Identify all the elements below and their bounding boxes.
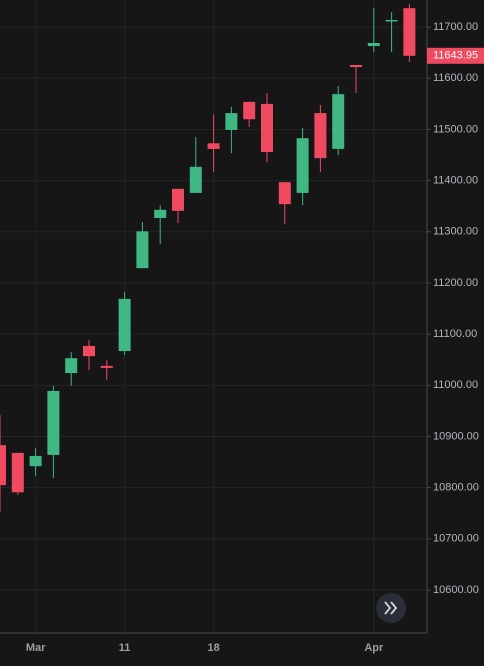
candle-body — [296, 138, 309, 193]
candle-body — [207, 143, 220, 149]
y-tick-label: 11600.00 — [433, 72, 478, 84]
y-tick-label: 11100.00 — [433, 328, 477, 340]
y-tick-label: 10600.00 — [433, 584, 479, 596]
y-tick-label: 11300.00 — [433, 226, 478, 238]
candle-body — [367, 42, 380, 47]
candle-body — [314, 113, 327, 159]
x-tick-label: 11 — [119, 642, 131, 654]
y-tick-label: 10800.00 — [433, 482, 479, 494]
candle-body — [261, 103, 273, 152]
candle-body — [332, 94, 345, 149]
candle-body — [403, 8, 416, 56]
candle-body — [118, 298, 131, 352]
grid — [0, 0, 427, 633]
candle-body — [278, 182, 291, 205]
candle-body — [243, 101, 256, 120]
candle-body — [385, 19, 398, 22]
candle-body — [172, 188, 184, 211]
candle-body — [225, 113, 238, 130]
y-tick-label: 10900.00 — [433, 430, 479, 442]
x-tick-label: Apr — [364, 642, 384, 654]
candle-body — [29, 455, 42, 467]
candle-body — [47, 390, 60, 455]
y-tick-label: 10700.00 — [433, 533, 479, 545]
axes: 10600.00 10700.00 10800.00 10900.00 11000.00… — [26, 21, 484, 654]
y-tick-label: 11200.00 — [433, 277, 478, 289]
candle-body — [65, 358, 78, 374]
candle-body — [189, 166, 202, 193]
candle-body — [11, 452, 24, 493]
candle-body — [0, 445, 6, 486]
last-price-badge — [427, 47, 484, 64]
scroll-icon[interactable] — [384, 601, 398, 615]
plot-area — [0, 4, 416, 513]
candle-body — [154, 209, 167, 218]
candle-body — [100, 365, 113, 368]
scroll-button[interactable] — [376, 593, 406, 623]
x-tick-label: Mar — [26, 642, 46, 654]
y-tick-label: 11500.00 — [433, 123, 478, 135]
x-tick-label: 18 — [207, 642, 219, 654]
candle-body — [136, 231, 149, 269]
candle-body — [83, 345, 95, 357]
last-price-label: 11643.95 — [433, 50, 478, 62]
y-tick-label: 11400.00 — [433, 175, 478, 187]
candle-body — [350, 64, 362, 68]
y-tick-label: 11700.00 — [433, 21, 478, 33]
y-tick-label: 11000.00 — [433, 379, 478, 391]
